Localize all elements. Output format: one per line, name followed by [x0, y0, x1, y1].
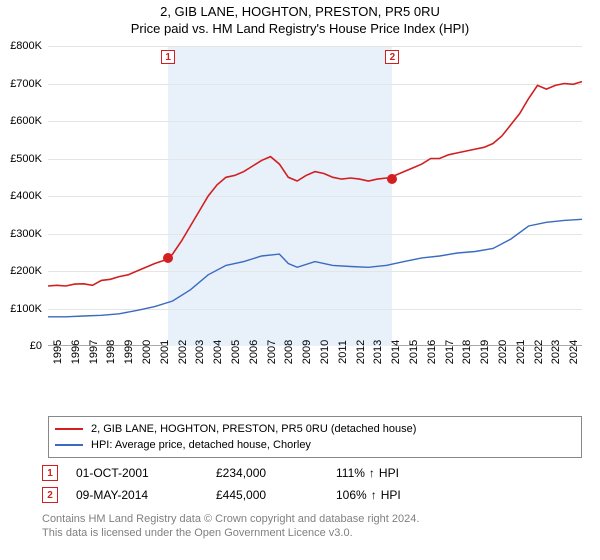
legend-row: HPI: Average price, detached house, Chor… [55, 437, 575, 453]
legend-label: HPI: Average price, detached house, Chor… [91, 439, 311, 451]
legend: 2, GIB LANE, HOGHTON, PRESTON, PR5 0RU (… [48, 416, 582, 458]
x-tick-label: 2002 [177, 340, 189, 364]
event-marker-box: 2 [42, 487, 58, 503]
page-root: 2, GIB LANE, HOGHTON, PRESTON, PR5 0RU P… [0, 0, 600, 560]
x-tick-label: 1998 [105, 340, 117, 364]
event-row: 2 09-MAY-2014£445,000106% ↑ HPI [42, 484, 582, 506]
event-hpi-pct: 111% [336, 466, 365, 480]
x-tick-label: 2012 [355, 340, 367, 364]
x-tick-label: 2015 [408, 340, 420, 364]
y-tick-label: £500K [0, 153, 42, 165]
x-tick-label: 2010 [319, 340, 331, 364]
event-date: 01-OCT-2001 [76, 466, 216, 480]
title-area: 2, GIB LANE, HOGHTON, PRESTON, PR5 0RU P… [0, 0, 600, 38]
x-tick-label: 2022 [533, 340, 545, 364]
marker-box-2: 2 [385, 50, 399, 64]
arrow-up-icon: ↑ [369, 466, 375, 480]
y-tick-label: £400K [0, 190, 42, 202]
x-tick-label: 2020 [497, 340, 509, 364]
x-tick-label: 2003 [194, 340, 206, 364]
x-tick-label: 2014 [390, 340, 402, 364]
marker-box-1: 1 [161, 50, 175, 64]
event-price: £445,000 [216, 488, 336, 502]
y-tick-label: £200K [0, 265, 42, 277]
marker-dot-2 [387, 174, 397, 184]
event-hpi: 111% ↑ HPI [336, 466, 456, 480]
legend-swatch [55, 444, 83, 446]
arrow-up-icon: ↑ [371, 488, 377, 502]
y-tick-label: £700K [0, 78, 42, 90]
footnote: Contains HM Land Registry data © Crown c… [42, 512, 582, 541]
marker-dot-1 [163, 253, 173, 263]
page-title: 2, GIB LANE, HOGHTON, PRESTON, PR5 0RU [0, 4, 600, 19]
footnote-line-1: Contains HM Land Registry data © Crown c… [42, 512, 582, 526]
x-tick-label: 1996 [70, 340, 82, 364]
x-tick-label: 2011 [337, 340, 349, 364]
y-tick-label: £300K [0, 228, 42, 240]
y-tick-label: £600K [0, 115, 42, 127]
event-marker-box: 1 [42, 465, 58, 481]
y-tick-label: £0 [0, 340, 42, 352]
event-row: 1 01-OCT-2001£234,000111% ↑ HPI [42, 462, 582, 484]
legend-label: 2, GIB LANE, HOGHTON, PRESTON, PR5 0RU (… [91, 423, 416, 435]
x-tick-label: 2021 [515, 340, 527, 364]
y-tick-label: £800K [0, 40, 42, 52]
event-hpi-suffix: HPI [381, 488, 401, 502]
x-tick-label: 2001 [159, 340, 171, 364]
y-tick-label: £100K [0, 303, 42, 315]
x-tick-label: 2018 [461, 340, 473, 364]
x-tick-label: 2013 [372, 340, 384, 364]
event-price: £234,000 [216, 466, 336, 480]
x-tick-label: 2006 [248, 340, 260, 364]
legend-swatch [55, 428, 83, 430]
footnote-line-2: This data is licensed under the Open Gov… [42, 526, 582, 540]
x-tick-label: 2004 [212, 340, 224, 364]
x-tick-label: 2016 [426, 340, 438, 364]
x-tick-label: 1995 [52, 340, 64, 364]
event-date: 09-MAY-2014 [76, 488, 216, 502]
x-tick-label: 2023 [550, 340, 562, 364]
x-tick-label: 2008 [283, 340, 295, 364]
series-property [48, 82, 582, 286]
x-tick-label: 2024 [568, 340, 580, 364]
event-hpi-suffix: HPI [379, 466, 399, 480]
x-tick-label: 2000 [141, 340, 153, 364]
x-tick-label: 2005 [230, 340, 242, 364]
x-tick-label: 2009 [301, 340, 313, 364]
x-tick-label: 1997 [88, 340, 100, 364]
x-tick-label: 2007 [266, 340, 278, 364]
page-subtitle: Price paid vs. HM Land Registry's House … [0, 21, 600, 36]
event-hpi: 106% ↑ HPI [336, 488, 456, 502]
legend-row: 2, GIB LANE, HOGHTON, PRESTON, PR5 0RU (… [55, 421, 575, 437]
series-hpi [48, 219, 582, 316]
events-table: 101-OCT-2001£234,000111%↑HPI209-MAY-2014… [42, 462, 582, 506]
x-tick-label: 2019 [479, 340, 491, 364]
chart-lines [48, 46, 582, 346]
event-hpi-pct: 106% [336, 488, 367, 502]
x-tick-label: 2017 [444, 340, 456, 364]
chart-area: £0£100K£200K£300K£400K£500K£600K£700K£80… [48, 46, 582, 376]
x-tick-label: 1999 [123, 340, 135, 364]
